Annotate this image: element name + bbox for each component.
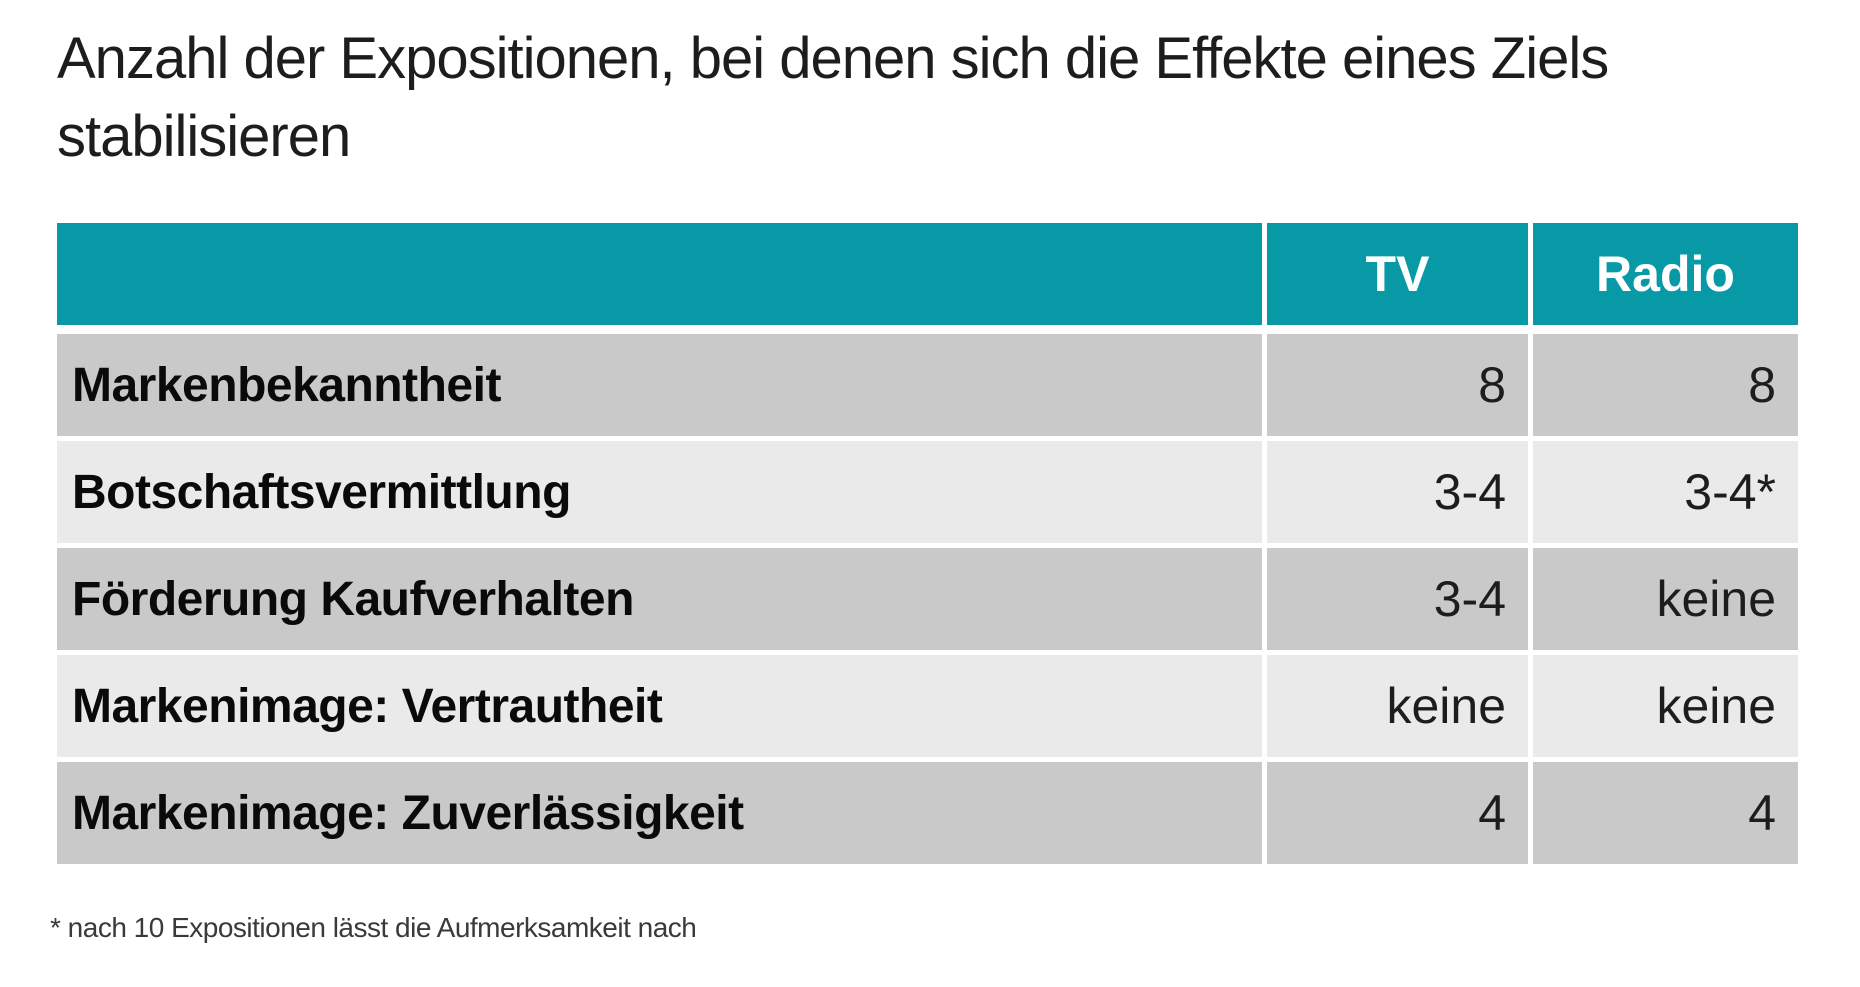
- row-label: Markenimage: Vertrautheit: [57, 655, 1262, 757]
- radio-value: 8: [1533, 334, 1798, 436]
- row-label: Botschaftsvermittlung: [57, 441, 1262, 543]
- table-row: Förderung Kaufverhalten 3-4 keine: [57, 548, 1798, 650]
- table-row: Markenimage: Zuverlässigkeit 4 4: [57, 762, 1798, 864]
- page-title: Anzahl der Expositionen, bei denen sich …: [57, 26, 1609, 169]
- radio-value: keine: [1533, 548, 1798, 650]
- row-label: Markenbekanntheit: [57, 334, 1262, 436]
- table-header-row: TV Radio: [57, 223, 1798, 325]
- exposure-table: TV Radio Markenbekanntheit 8 8 Botschaft…: [57, 223, 1798, 869]
- row-label: Markenimage: Zuverlässigkeit: [57, 762, 1262, 864]
- row-label: Förderung Kaufverhalten: [57, 548, 1262, 650]
- footnote: * nach 10 Expositionen lässt die Aufmerk…: [50, 912, 697, 943]
- tv-value: 4: [1267, 762, 1528, 864]
- tv-value: 3-4: [1267, 441, 1528, 543]
- table-row: Markenimage: Vertrautheit keine keine: [57, 655, 1798, 757]
- table-row: Markenbekanntheit 8 8: [57, 334, 1798, 436]
- tv-value: 8: [1267, 334, 1528, 436]
- tv-value: keine: [1267, 655, 1528, 757]
- tv-value: 3-4: [1267, 548, 1528, 650]
- header-cell-tv: TV: [1267, 223, 1528, 325]
- header-cell-empty: [57, 223, 1262, 325]
- table-row: Botschaftsvermittlung 3-4 3-4*: [57, 441, 1798, 543]
- radio-value: 4: [1533, 762, 1798, 864]
- radio-value: keine: [1533, 655, 1798, 757]
- radio-value: 3-4*: [1533, 441, 1798, 543]
- header-cell-radio: Radio: [1533, 223, 1798, 325]
